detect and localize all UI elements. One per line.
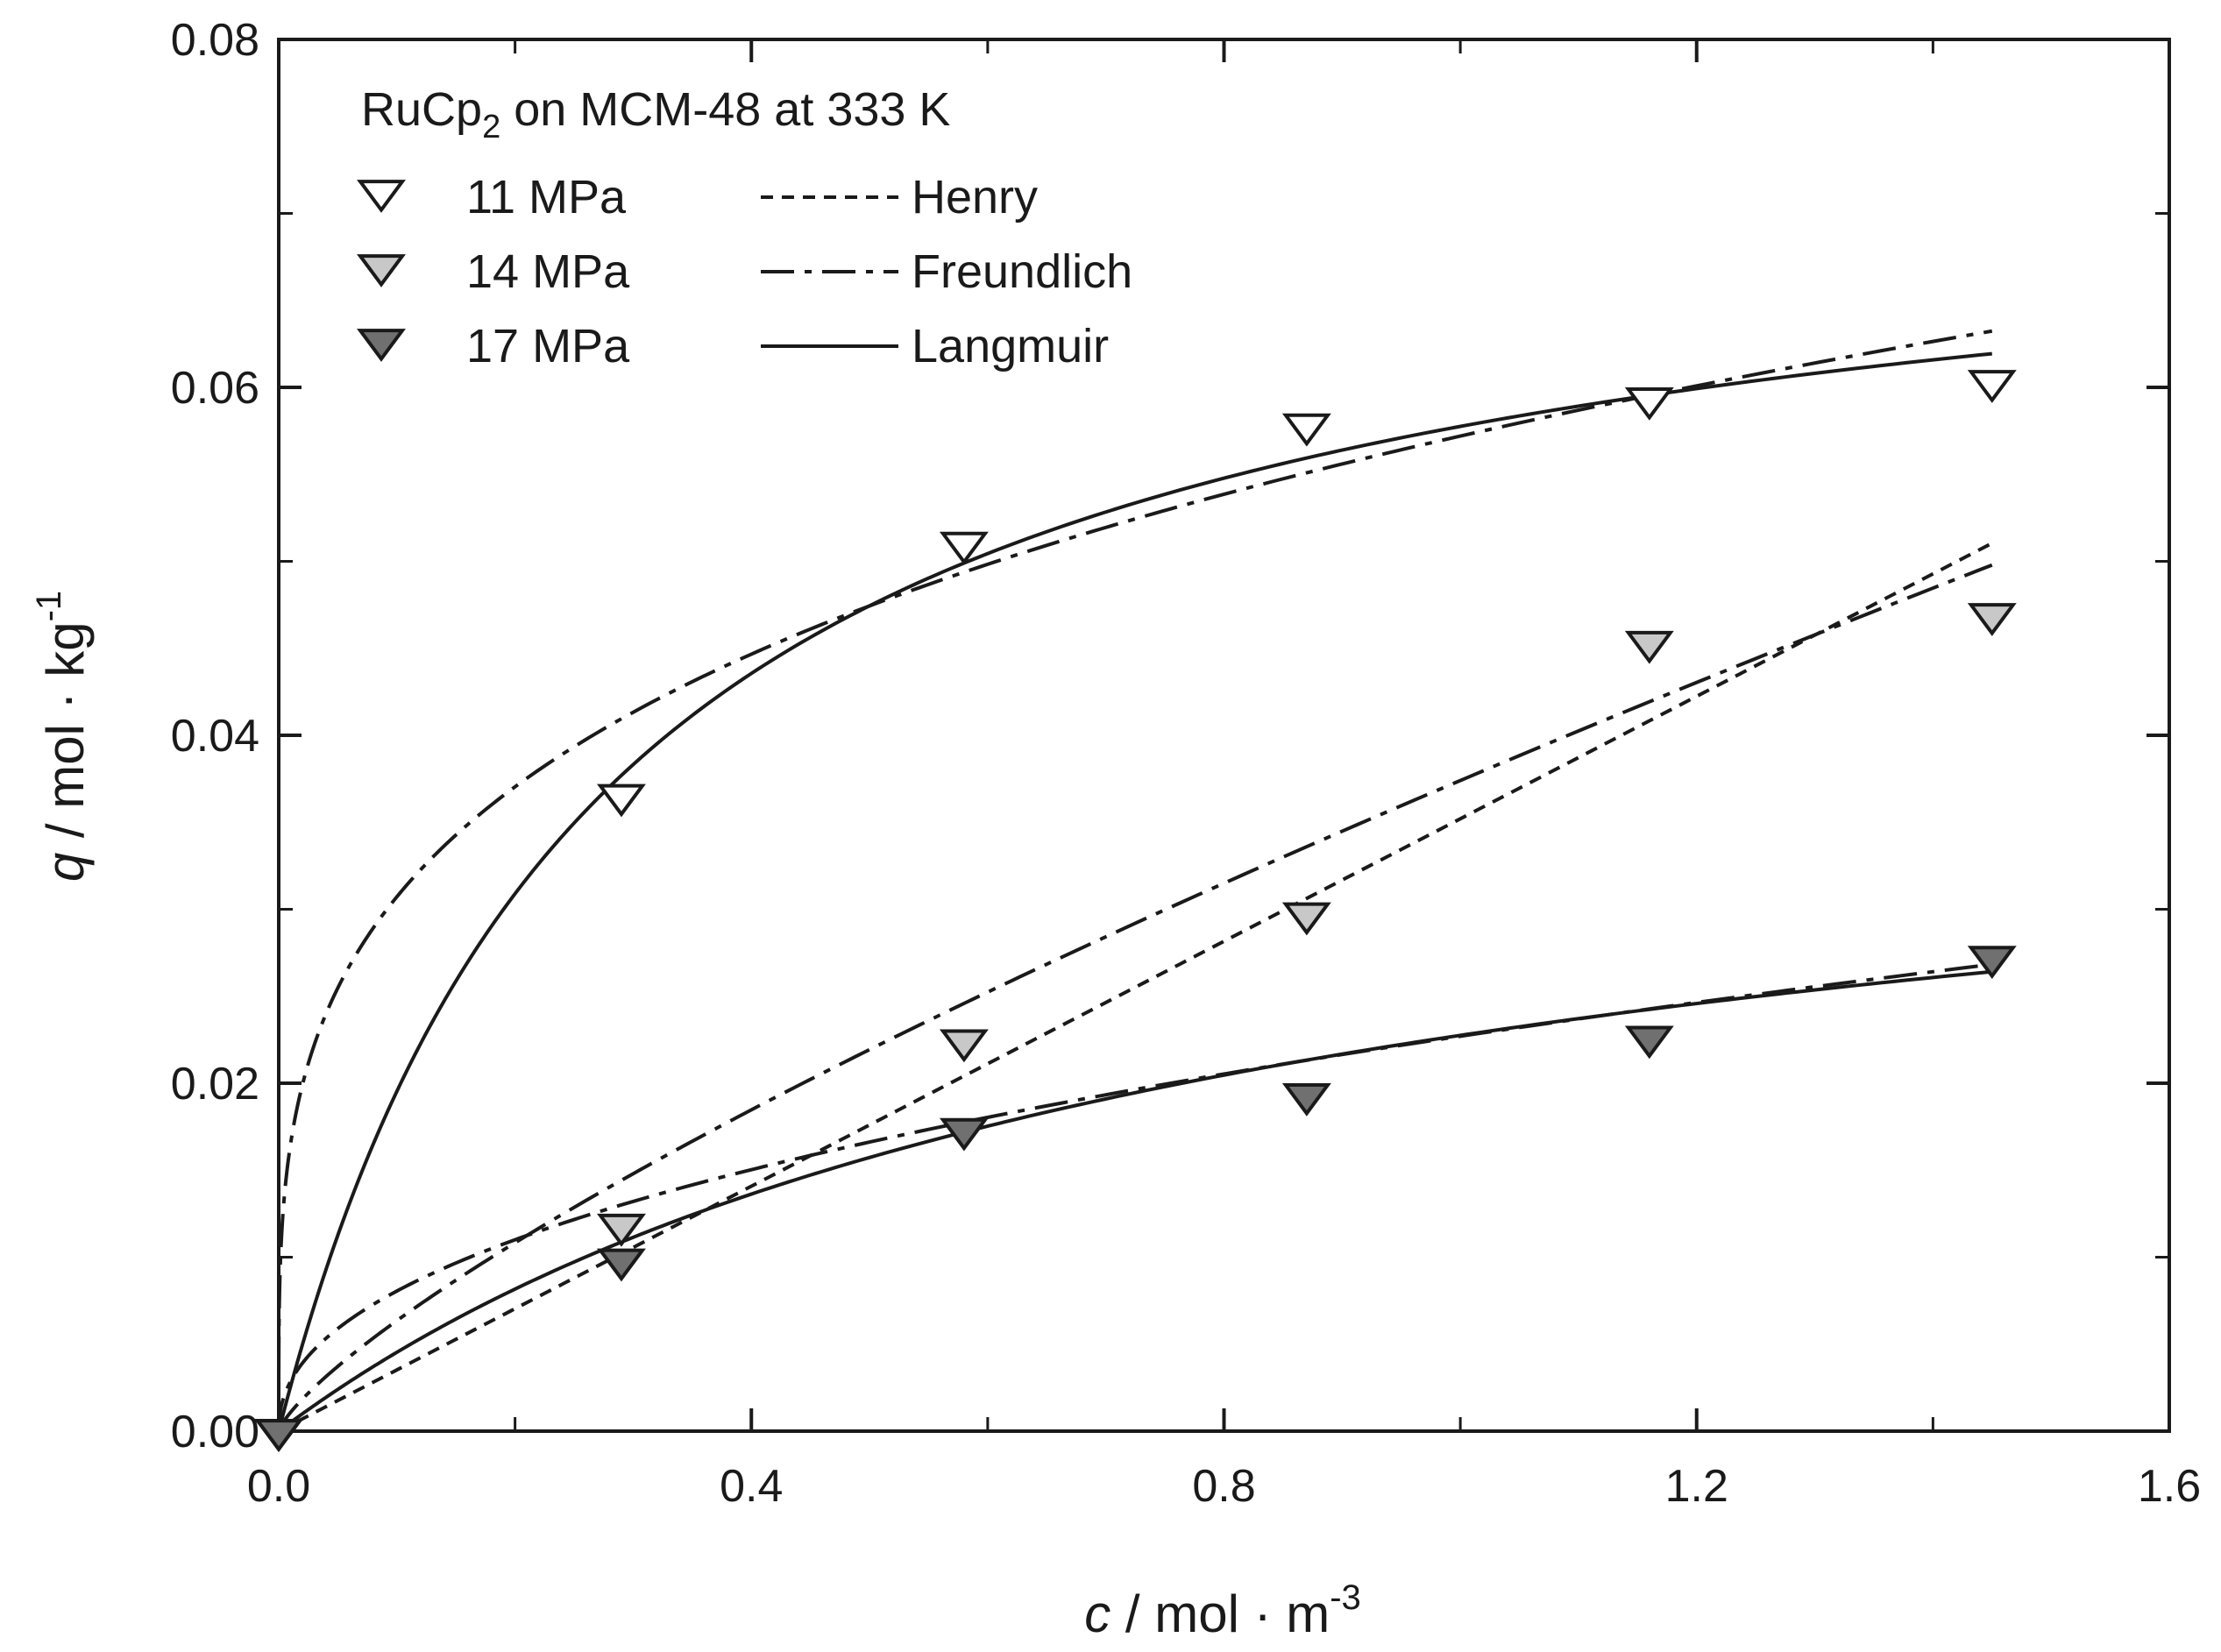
point-14-mpa	[1624, 630, 1674, 664]
legend-label-11-mpa: 11 MPa	[466, 171, 627, 223]
legend-marker-17-mpa	[357, 329, 406, 362]
point-17-mpa	[596, 1248, 646, 1282]
point-17-mpa	[939, 1117, 989, 1152]
point-14-mpa	[596, 1213, 646, 1247]
point-14-mpa	[1281, 902, 1331, 936]
fit-freundlich-11-mpa	[277, 329, 1993, 1432]
axis-ticks	[277, 38, 2171, 1433]
fit-freundlich-17-mpa	[277, 962, 1993, 1432]
x-tick-label: 1.6	[2138, 1461, 2201, 1512]
point-17-mpa	[254, 1419, 303, 1452]
x-tick-label: 0.0	[247, 1461, 310, 1512]
point-11-mpa	[939, 531, 989, 565]
x-axis-title: c / mol · m-3	[1084, 1578, 1361, 1643]
fit-curves	[277, 329, 1993, 1433]
fit-langmuir-11-mpa	[277, 351, 1992, 1432]
y-axis-title: q / mol · kg-1	[30, 591, 95, 882]
legend-label-14-mpa: 14 MPa	[466, 245, 630, 298]
legend-label-henry: Henry	[912, 171, 1038, 223]
data-markers	[254, 370, 2017, 1452]
y-tick-label: 0.08	[171, 15, 259, 66]
legend-label-17-mpa: 17 MPa	[466, 320, 630, 372]
point-11-mpa	[1624, 387, 1674, 421]
point-17-mpa	[1624, 1025, 1674, 1060]
point-17-mpa	[1967, 946, 2017, 979]
point-14-mpa	[1967, 603, 2017, 636]
fit-freundlich-14-mpa	[277, 563, 1993, 1432]
fit-henry-14-mpa	[277, 542, 1993, 1433]
point-11-mpa	[1967, 370, 2017, 403]
x-tick-label: 1.2	[1665, 1461, 1728, 1512]
y-tick-label: 0.02	[171, 1059, 259, 1110]
legend-marker-14-mpa	[357, 254, 406, 287]
fit-langmuir-17-mpa	[277, 969, 1992, 1433]
y-tick-labels: 0.00 0.02 0.04 0.06 0.08	[171, 15, 259, 1457]
point-14-mpa	[939, 1029, 989, 1063]
x-tick-label: 0.8	[1192, 1461, 1255, 1512]
y-tick-label: 0.04	[171, 711, 259, 762]
legend-label-langmuir: Langmuir	[912, 320, 1109, 372]
x-tick-labels: 0.0 0.4 0.8 1.2 1.6	[247, 1461, 2201, 1512]
y-tick-label: 0.00	[171, 1407, 259, 1457]
point-17-mpa	[1281, 1083, 1331, 1117]
legend-marker-11-mpa	[357, 180, 406, 213]
legend-title: RuCp2 on MCM-48 at 333 K	[361, 83, 950, 145]
legend-label-freundlich: Freundlich	[912, 245, 1132, 298]
point-11-mpa	[1281, 413, 1331, 447]
y-tick-label: 0.06	[171, 363, 259, 414]
point-11-mpa	[596, 783, 646, 818]
x-tick-label: 0.4	[720, 1461, 783, 1512]
legend: RuCp2 on MCM-48 at 333 K 11 MPa 14 MPa 17 …	[357, 83, 1132, 372]
